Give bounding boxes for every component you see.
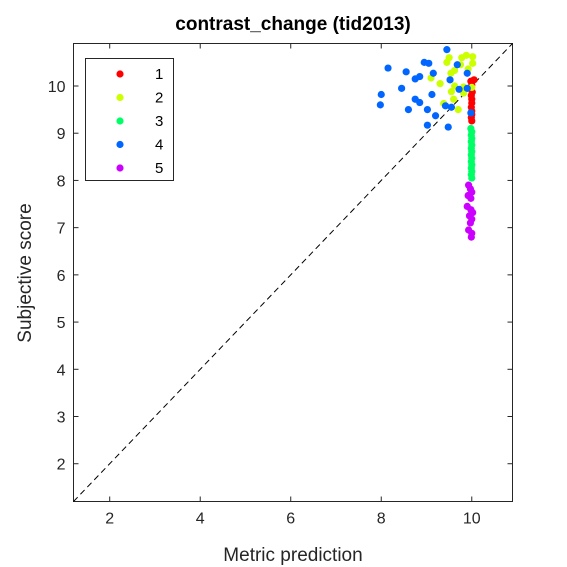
data-point-series-4 [463,84,471,92]
data-point-series-4 [431,112,440,120]
data-point-series-4 [402,68,410,76]
data-point-series-1 [468,117,476,125]
y-tick-label: 2 [57,457,66,474]
x-tick-label: 10 [463,511,481,528]
data-point-series-4 [467,109,475,117]
data-point-series-4 [455,85,463,93]
legend-marker [116,140,124,149]
data-point-series-3 [468,174,476,182]
data-point-series-4 [411,75,419,83]
legend-marker [116,70,124,78]
data-point-series-5 [467,233,475,241]
data-point-series-4 [429,69,437,77]
x-tick-label: 8 [377,511,386,528]
x-axis-label: Metric prediction [223,545,362,566]
y-tick-label: 9 [57,126,66,143]
data-point-series-4 [441,102,450,110]
data-point-series-4 [423,106,432,114]
legend-label: 4 [155,137,163,154]
y-tick-label: 4 [57,362,66,379]
data-point-series-4 [446,76,454,84]
legend-label: 3 [155,113,163,130]
data-point-series-2 [469,53,477,61]
data-point-series-4 [384,64,392,72]
data-point-series-5 [467,194,475,202]
data-point-series-2 [447,88,456,96]
data-point-series-4 [416,98,424,107]
legend-marker [116,93,124,102]
legend-marker [116,164,124,172]
data-point-series-4 [423,121,432,129]
data-point-series-4 [444,123,452,131]
identity-reference-line [73,43,513,502]
y-tick-label: 8 [57,173,66,190]
data-point-series-1 [470,76,478,84]
data-point-series-4 [377,90,385,99]
data-point-series-2 [462,51,470,59]
data-point-series-4 [453,61,461,69]
y-axis: 2 3 4 5 6 7 8 9 10 [48,79,513,474]
legend: 1 2 3 4 5 [85,58,174,181]
data-point-series-4 [428,90,436,99]
chart-title: contrast_change (tid2013) [175,14,410,35]
y-axis-label: Subjective score [15,203,36,342]
data-point-series-4 [447,103,456,111]
legend-label: 2 [155,90,163,107]
data-point-series-2 [447,69,455,77]
data-points [376,46,478,241]
y-tick-label: 6 [57,268,66,285]
data-point-series-2 [436,80,444,88]
data-point-series-2 [469,59,477,67]
data-point-series-5 [466,219,475,227]
legend-label: 5 [155,160,163,177]
data-point-series-4 [443,46,451,54]
x-tick-label: 4 [196,511,205,528]
data-point-series-4 [398,84,406,92]
legend-marker [116,117,124,125]
legend-label: 1 [155,66,163,83]
x-axis: 2 4 6 8 10 [105,43,481,528]
data-point-series-2 [454,106,462,114]
y-tick-label: 10 [48,79,66,96]
legend-box [85,58,174,181]
y-tick-label: 3 [57,410,66,427]
data-point-series-4 [463,69,471,77]
data-point-series-4 [425,59,433,67]
y-tick-label: 7 [57,221,66,238]
data-point-series-2 [450,95,458,103]
data-point-series-2 [443,58,451,66]
data-point-series-4 [404,106,413,114]
y-tick-label: 5 [57,315,66,332]
data-point-series-4 [376,101,384,109]
x-tick-label: 2 [105,511,114,528]
x-tick-label: 6 [286,511,295,528]
